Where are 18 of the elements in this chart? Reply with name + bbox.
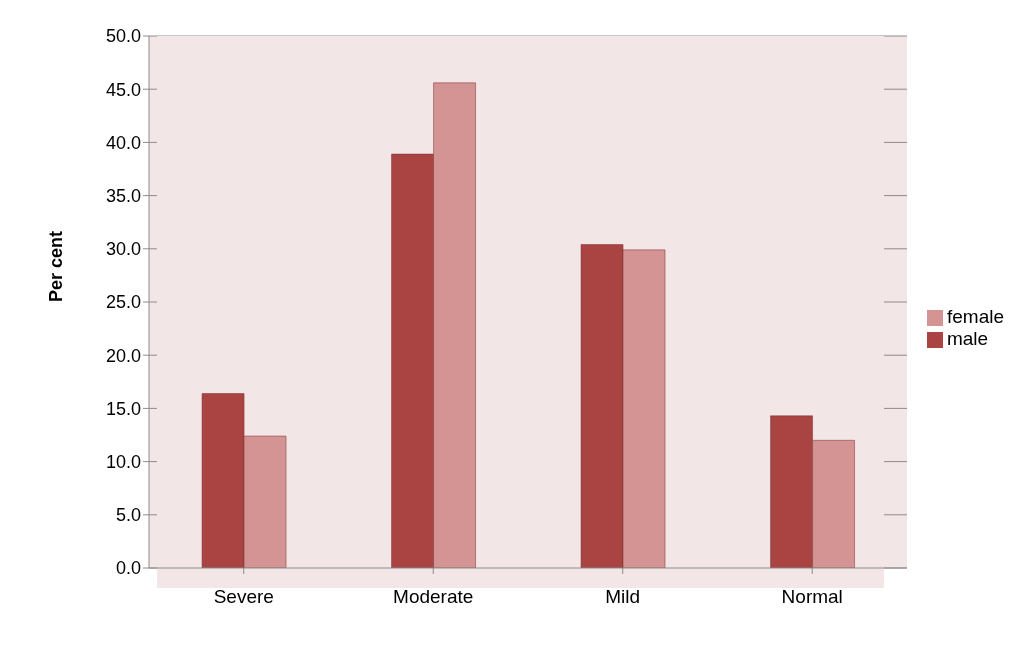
y-tick-label: 35.0 [105,185,141,206]
y-tick-label: 5.0 [115,505,141,526]
y-tick-label: 10.0 [105,451,141,472]
y-tick-label: 20.0 [105,345,141,366]
legend-label: male [946,328,989,349]
y-tick-label: 50.0 [105,26,141,47]
legend-label: female [946,306,1004,327]
x-tick-label: Mild [605,586,641,608]
y-tick-label: 30.0 [105,239,141,260]
y-tick-label: 15.0 [105,398,141,419]
x-tick-label: Normal [781,586,843,608]
y-tick-label: 45.0 [105,79,141,100]
x-tick-label: Severe [213,586,274,608]
y-tick-label: 25.0 [105,292,141,313]
x-tick-label: Moderate [393,586,474,608]
y-tick-label: 40.0 [105,132,141,153]
y-axis-title: Per cent [46,230,67,302]
y-tick-label: 0.0 [115,558,141,579]
